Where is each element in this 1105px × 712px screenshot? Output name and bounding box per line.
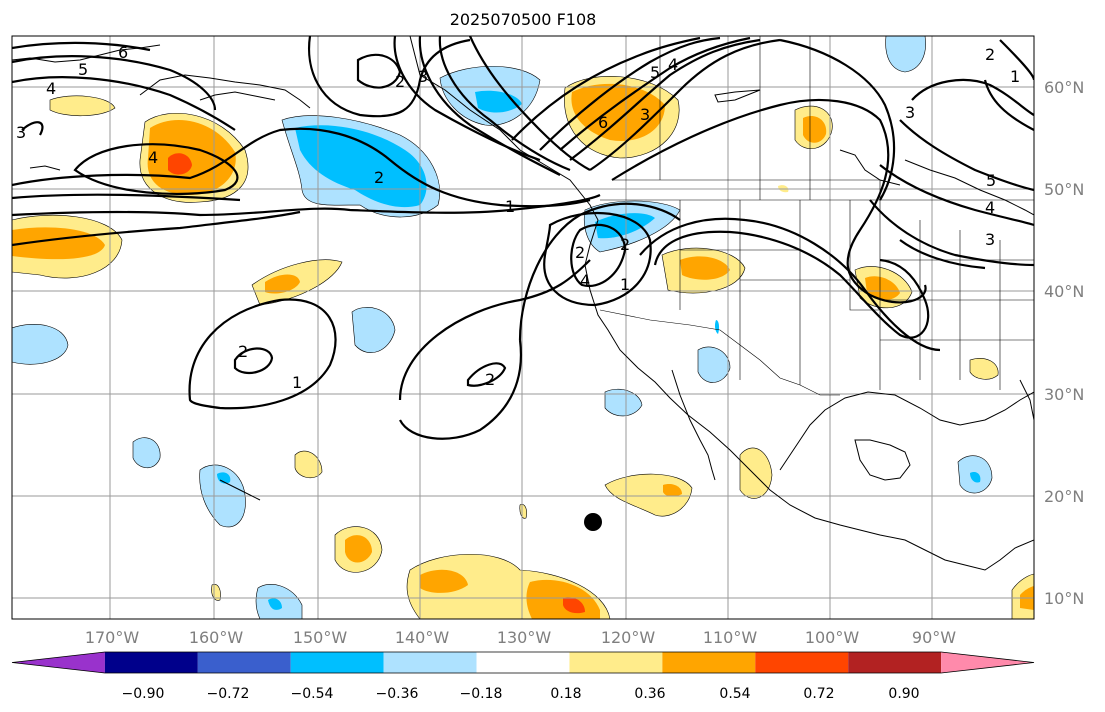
- contour-label: 3: [16, 123, 26, 142]
- colorbar-segment: [12, 652, 105, 673]
- colorbar-segment: [941, 652, 1034, 673]
- colorbar-segment: [104, 652, 198, 673]
- lon-label: 90°W: [912, 628, 956, 647]
- colorbar-segment: [662, 652, 756, 673]
- lat-label: 40°N: [1044, 282, 1084, 301]
- colorbar-tick-label: 0.72: [803, 686, 834, 702]
- map-area: 6 5 4 3 2 1 4 3 2 1 2 1 2 2 3 4 6 5 4 3 …: [12, 36, 1034, 619]
- lat-label: 60°N: [1044, 78, 1084, 97]
- colorbar-tick-label: −0.54: [291, 686, 334, 702]
- colorbar-tick-label: −0.36: [376, 686, 419, 702]
- contour-label: 6: [118, 43, 128, 62]
- contour-label: 5: [986, 171, 996, 190]
- lon-label: 130°W: [497, 628, 552, 647]
- contour-label: 3: [418, 67, 428, 86]
- contour-label: 2: [620, 235, 630, 254]
- colorbar-outline: [11, 651, 1035, 674]
- contour-label: 2: [374, 168, 384, 187]
- negative-anomaly-shading: [12, 36, 993, 619]
- contour-label: 2: [485, 370, 495, 389]
- contour-label: 1: [292, 373, 302, 392]
- colorbar: [11, 651, 1035, 674]
- lat-label: 20°N: [1044, 487, 1084, 506]
- political-borders: [599, 36, 1034, 396]
- lon-label: 160°W: [189, 628, 244, 647]
- contour-label: 2: [238, 342, 248, 361]
- colorbar-segment: [755, 652, 849, 673]
- contour-label: 4: [668, 55, 678, 74]
- colorbar-segment: [476, 652, 570, 673]
- lon-label: 100°W: [805, 628, 860, 647]
- colorbar-tick-label: −0.90: [122, 686, 165, 702]
- latitude-labels: 60°N 50°N 40°N 30°N 20°N 10°N: [1044, 78, 1084, 608]
- contour-label: 3: [640, 105, 650, 124]
- lon-label: 110°W: [703, 628, 758, 647]
- contour-label: 3: [905, 103, 915, 122]
- colorbar-tick-label: 0.18: [550, 686, 581, 702]
- lon-label: 120°W: [601, 628, 656, 647]
- lon-label: 140°W: [395, 628, 450, 647]
- contour-label: 2: [395, 72, 405, 91]
- contour-label: 4: [46, 79, 56, 98]
- contour-label: 4: [580, 271, 590, 290]
- contour-label: 5: [650, 63, 660, 82]
- location-marker: [584, 513, 602, 531]
- colorbar-tick-labels: −0.90 −0.72 −0.54 −0.36 −0.18 0.18 0.36 …: [122, 686, 920, 702]
- colorbar-tick-label: 0.90: [888, 686, 919, 702]
- contour-label: 6: [598, 113, 608, 132]
- colorbar-segment: [290, 652, 384, 673]
- contour-label: 4: [148, 148, 158, 167]
- contour-label: 2: [985, 45, 995, 64]
- colorbar-tick-label: −0.72: [207, 686, 250, 702]
- lat-label: 50°N: [1044, 180, 1084, 199]
- lat-label: 30°N: [1044, 385, 1084, 404]
- colorbar-segment: [569, 652, 663, 673]
- lon-label: 170°W: [85, 628, 140, 647]
- contour-label: 1: [505, 197, 515, 216]
- contour-label: 2: [575, 243, 585, 262]
- colorbar-tick-label: 0.54: [719, 686, 750, 702]
- colorbar-segment: [383, 652, 477, 673]
- contour-label: 3: [985, 230, 995, 249]
- coastlines: [12, 36, 1034, 571]
- contour-label: 1: [620, 275, 630, 294]
- contour-label: 1: [1010, 67, 1020, 86]
- contour-label: 5: [78, 60, 88, 79]
- colorbar-tick-label: −0.18: [460, 686, 503, 702]
- map-frame: [11, 35, 1035, 620]
- contour-label: 4: [985, 198, 995, 217]
- lon-label: 150°W: [293, 628, 348, 647]
- colorbar-tick-label: 0.36: [634, 686, 665, 702]
- lat-label: 10°N: [1044, 589, 1084, 608]
- colorbar-segment: [848, 652, 942, 673]
- longitude-labels: 170°W 160°W 150°W 140°W 130°W 120°W 110°…: [85, 628, 956, 647]
- height-contours: [12, 36, 1034, 440]
- map-title: 2025070500 F108: [450, 10, 597, 29]
- contour-labels: 6 5 4 3 2 1 4 3 2 1 2 1 2 2 3 4 6 5 4 3 …: [16, 43, 1020, 392]
- colorbar-segment: [197, 652, 291, 673]
